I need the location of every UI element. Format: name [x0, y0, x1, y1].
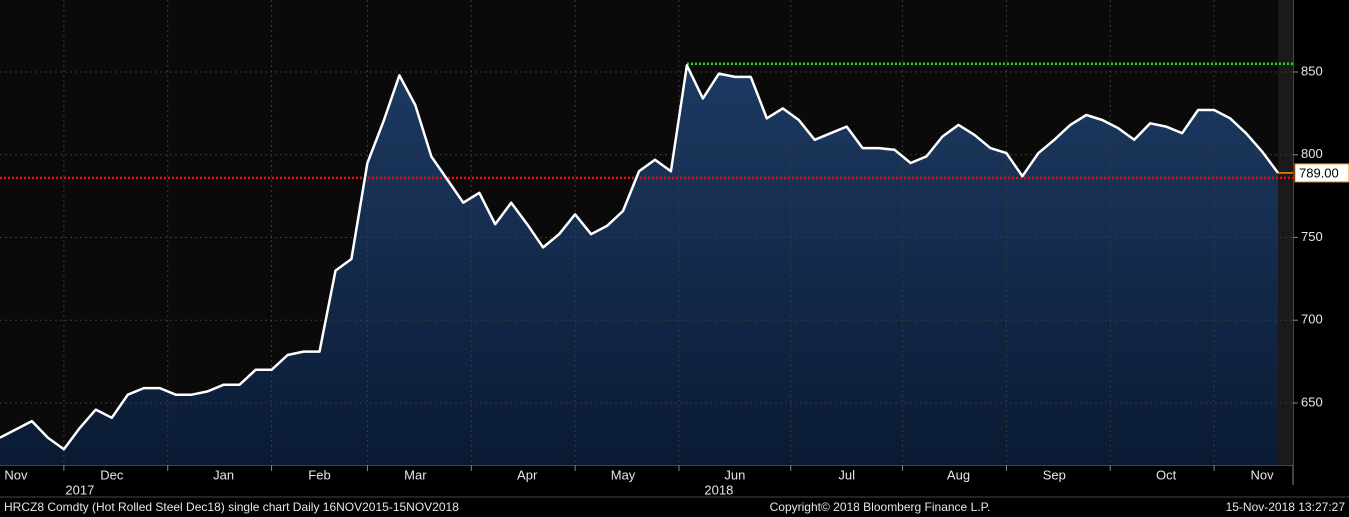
footer-center: Copyright© 2018 Bloomberg Finance L.P.	[770, 500, 991, 514]
footer-left: HRCZ8 Comdty (Hot Rolled Steel Dec18) si…	[4, 500, 459, 514]
x-tick-label: Dec	[100, 467, 124, 482]
last-price-label: 789.00	[1299, 165, 1339, 180]
price-line	[0, 64, 1280, 451]
area-fill	[0, 65, 1278, 466]
footer-right: 15-Nov-2018 13:27:27	[1226, 500, 1346, 514]
x-tick-label: Jul	[838, 467, 855, 482]
y-tick-label: 800	[1301, 146, 1323, 161]
year-label: 2017	[65, 482, 94, 497]
y-tick-label: 700	[1301, 312, 1323, 327]
y-tick-label: 750	[1301, 229, 1323, 244]
x-tick-label: Oct	[1156, 467, 1177, 482]
x-tick-label: Aug	[947, 467, 970, 482]
x-tick-label: Sep	[1043, 467, 1066, 482]
x-tick-label: Apr	[517, 467, 538, 482]
year-label: 2018	[704, 482, 733, 497]
y-tick-label: 850	[1301, 63, 1323, 78]
x-tick-label: Nov	[4, 467, 28, 482]
y-tick-label: 650	[1301, 394, 1323, 409]
shade	[1278, 0, 1293, 465]
x-tick-label: Jan	[213, 467, 234, 482]
x-tick-label: Mar	[404, 467, 427, 482]
x-tick-label: Feb	[308, 467, 330, 482]
x-tick-label: Jun	[724, 467, 745, 482]
x-tick-label: May	[611, 467, 636, 482]
x-tick-label: Nov	[1250, 467, 1274, 482]
last-price-box	[1294, 163, 1349, 183]
